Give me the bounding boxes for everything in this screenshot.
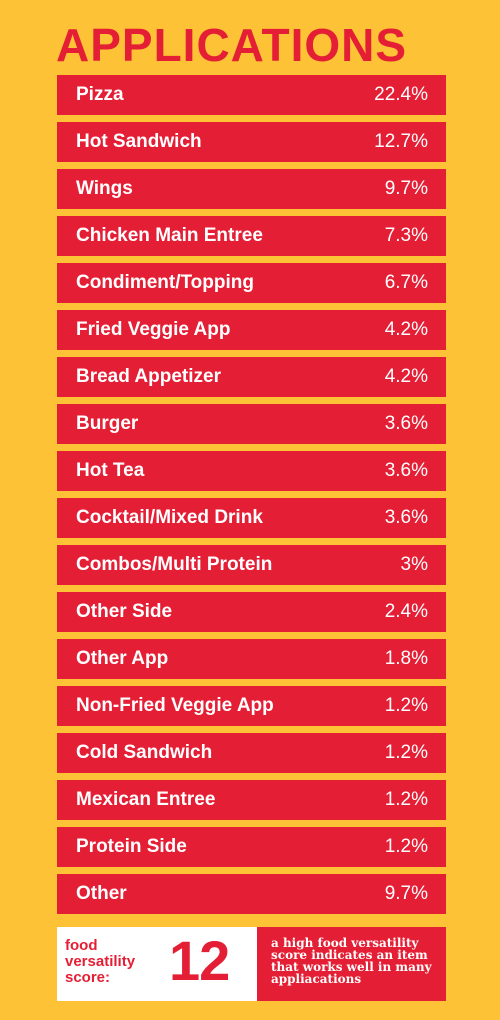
row-value: 9.7% xyxy=(384,883,428,904)
row-value: 7.3% xyxy=(384,225,428,246)
row-label: Wings xyxy=(76,178,133,199)
score-box: food versatility score: 12 xyxy=(57,927,257,1001)
row-label: Chicken Main Entree xyxy=(76,225,263,246)
row-value: 1.2% xyxy=(384,695,428,716)
row-value: 3% xyxy=(400,554,428,575)
row-label: Protein Side xyxy=(76,836,187,857)
row-label: Hot Sandwich xyxy=(76,131,202,152)
table-row: Hot Sandwich 12.7% xyxy=(57,122,446,162)
row-label: Cold Sandwich xyxy=(76,742,213,763)
table-row: Protein Side 1.2% xyxy=(57,827,446,867)
table-row: Other App 1.8% xyxy=(57,639,446,679)
row-value: 6.7% xyxy=(384,272,428,293)
row-value: 1.2% xyxy=(384,836,428,857)
row-label: Hot Tea xyxy=(76,460,145,481)
table-row: Wings 9.7% xyxy=(57,169,446,209)
row-label: Pizza xyxy=(76,84,124,105)
row-value: 9.7% xyxy=(384,178,428,199)
row-value: 12.7% xyxy=(374,131,428,152)
page-title: APPLICATIONS xyxy=(56,19,408,71)
row-label: Combos/Multi Protein xyxy=(76,554,273,575)
score-label: food versatility score: xyxy=(65,937,136,986)
row-label: Fried Veggie App xyxy=(76,319,231,340)
score-description: a high food versatility score indicates … xyxy=(257,927,446,1001)
row-value: 3.6% xyxy=(384,413,428,434)
row-value: 4.2% xyxy=(384,319,428,340)
row-value: 2.4% xyxy=(384,601,428,622)
table-row: Burger 3.6% xyxy=(57,404,446,444)
table-row: Hot Tea 3.6% xyxy=(57,451,446,491)
table-row: Non-Fried Veggie App 1.2% xyxy=(57,686,446,726)
table-row: Other 9.7% xyxy=(57,874,446,914)
row-label: Mexican Entree xyxy=(76,789,216,810)
table-row: Fried Veggie App 4.2% xyxy=(57,310,446,350)
table-row: Condiment/Topping 6.7% xyxy=(57,263,446,303)
row-label: Cocktail/Mixed Drink xyxy=(76,507,263,528)
row-value: 1.8% xyxy=(384,648,428,669)
table-row: Chicken Main Entree 7.3% xyxy=(57,216,446,256)
table-row: Other Side 2.4% xyxy=(57,592,446,632)
row-label: Non-Fried Veggie App xyxy=(76,695,274,716)
row-label: Bread Appetizer xyxy=(76,366,221,387)
table-row: Bread Appetizer 4.2% xyxy=(57,357,446,397)
table-row: Cold Sandwich 1.2% xyxy=(57,733,446,773)
row-label: Other xyxy=(76,883,127,904)
row-value: 3.6% xyxy=(384,507,428,528)
score-value: 12 xyxy=(169,929,230,992)
versatility-score-panel: food versatility score: 12 a high food v… xyxy=(57,927,446,1001)
row-value: 1.2% xyxy=(384,742,428,763)
row-value: 1.2% xyxy=(384,789,428,810)
row-value: 3.6% xyxy=(384,460,428,481)
row-label: Other App xyxy=(76,648,169,669)
table-row: Combos/Multi Protein 3% xyxy=(57,545,446,585)
row-label: Condiment/Topping xyxy=(76,272,254,293)
row-value: 22.4% xyxy=(374,84,428,105)
row-value: 4.2% xyxy=(384,366,428,387)
table-row: Pizza 22.4% xyxy=(57,75,446,115)
table-row: Mexican Entree 1.2% xyxy=(57,780,446,820)
table-row: Cocktail/Mixed Drink 3.6% xyxy=(57,498,446,538)
row-label: Burger xyxy=(76,413,139,434)
row-label: Other Side xyxy=(76,601,173,622)
